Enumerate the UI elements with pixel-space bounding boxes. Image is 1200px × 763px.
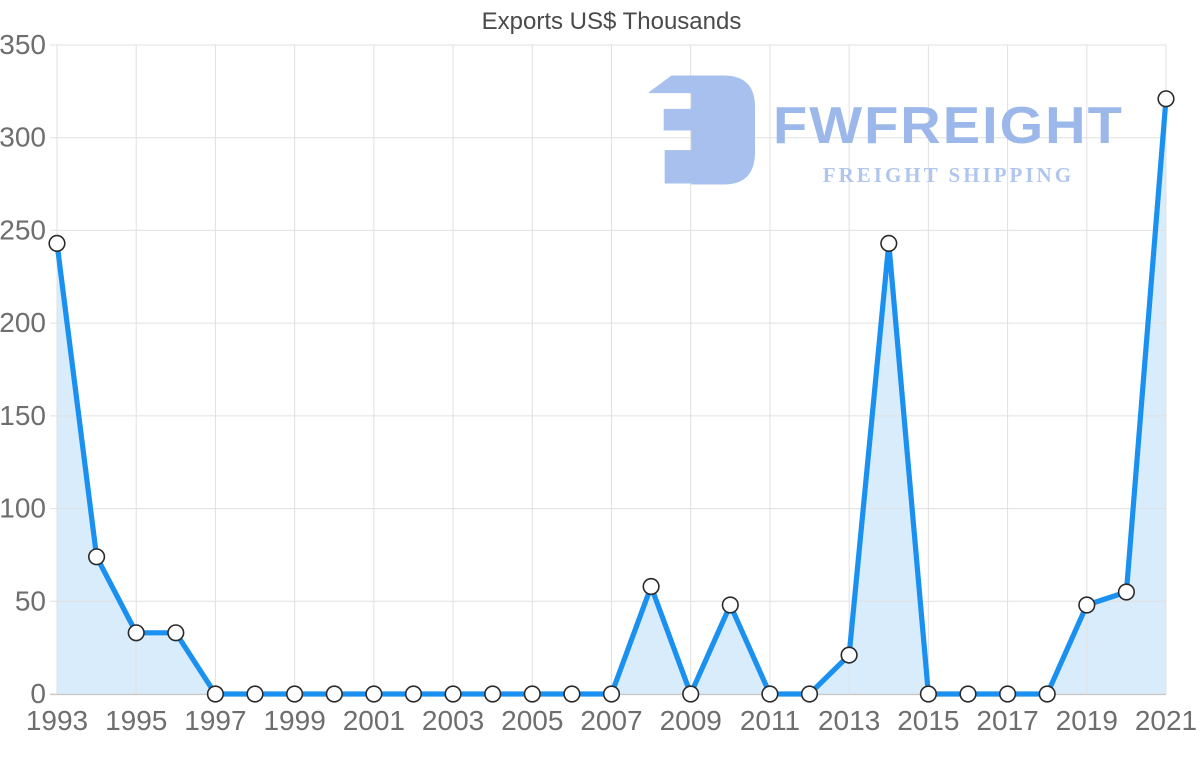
x-tick-label: 2015 xyxy=(897,705,959,736)
data-point-2011[interactable] xyxy=(761,685,779,703)
x-tick-label: 2019 xyxy=(1056,705,1118,736)
x-tick-label: 2001 xyxy=(343,705,405,736)
x-tick-label: 1995 xyxy=(105,705,167,736)
x-tick-label: 2003 xyxy=(422,705,484,736)
y-tick-label: 250 xyxy=(0,214,46,245)
x-tick-label: 1999 xyxy=(263,705,325,736)
data-point-2008[interactable] xyxy=(642,577,660,596)
x-tick-label: 1997 xyxy=(184,705,246,736)
data-point-2010[interactable] xyxy=(721,596,739,614)
x-tick-label: 2021 xyxy=(1135,705,1197,736)
data-point-2013[interactable] xyxy=(840,646,858,664)
y-tick-label: 200 xyxy=(0,307,46,338)
chart-title: Exports US$ Thousands xyxy=(481,8,742,35)
x-axis-labels: 1993 1995 1997 1999 2001 2003 2005 2007 2009 2011… xyxy=(26,705,1197,736)
data-point-2009[interactable] xyxy=(682,685,700,703)
data-point-1998[interactable] xyxy=(246,685,264,703)
data-point-2005[interactable] xyxy=(523,685,541,703)
x-tick-label: 2017 xyxy=(976,705,1038,736)
data-point-2007[interactable] xyxy=(602,685,621,703)
y-tick-label: 150 xyxy=(0,400,46,431)
data-point-2020[interactable] xyxy=(1117,583,1135,601)
data-point-1993[interactable] xyxy=(48,234,66,252)
data-points xyxy=(48,90,1175,703)
data-point-2016[interactable] xyxy=(959,685,977,703)
data-point-2014[interactable] xyxy=(880,234,898,252)
data-point-1999[interactable] xyxy=(286,685,304,703)
data-point-2001[interactable] xyxy=(365,685,383,703)
y-axis-labels: 0 50 100 150 200 250 300 350 xyxy=(0,29,46,709)
data-point-2015[interactable] xyxy=(919,685,938,703)
data-point-2012[interactable] xyxy=(800,685,819,703)
data-point-2004[interactable] xyxy=(484,685,502,703)
y-tick-label: 100 xyxy=(0,493,46,524)
y-tick-label: 0 xyxy=(30,678,46,709)
x-tick-label: 1993 xyxy=(26,705,88,736)
x-tick-label: 2005 xyxy=(501,705,563,736)
data-point-2000[interactable] xyxy=(325,685,343,703)
data-point-2003[interactable] xyxy=(444,685,462,703)
x-tick-label: 2007 xyxy=(580,705,642,736)
data-point-2019[interactable] xyxy=(1078,596,1096,614)
y-tick-label: 350 xyxy=(0,29,46,60)
data-point-2006[interactable] xyxy=(563,685,581,703)
data-point-1995[interactable] xyxy=(127,624,145,642)
data-point-1996[interactable] xyxy=(167,624,185,642)
y-tick-label: 300 xyxy=(0,122,46,153)
x-tick-label: 2011 xyxy=(740,705,800,736)
x-tick-label: 2013 xyxy=(818,705,880,736)
y-tick-label: 50 xyxy=(15,585,46,616)
gridlines xyxy=(50,44,1167,695)
data-point-1994[interactable] xyxy=(87,548,106,566)
data-point-2017[interactable] xyxy=(998,685,1017,703)
data-point-1997[interactable] xyxy=(206,685,224,703)
data-point-2002[interactable] xyxy=(404,685,423,703)
x-tick-label: 2009 xyxy=(660,705,722,736)
data-point-2018[interactable] xyxy=(1038,685,1056,703)
data-point-2021[interactable] xyxy=(1157,90,1175,108)
